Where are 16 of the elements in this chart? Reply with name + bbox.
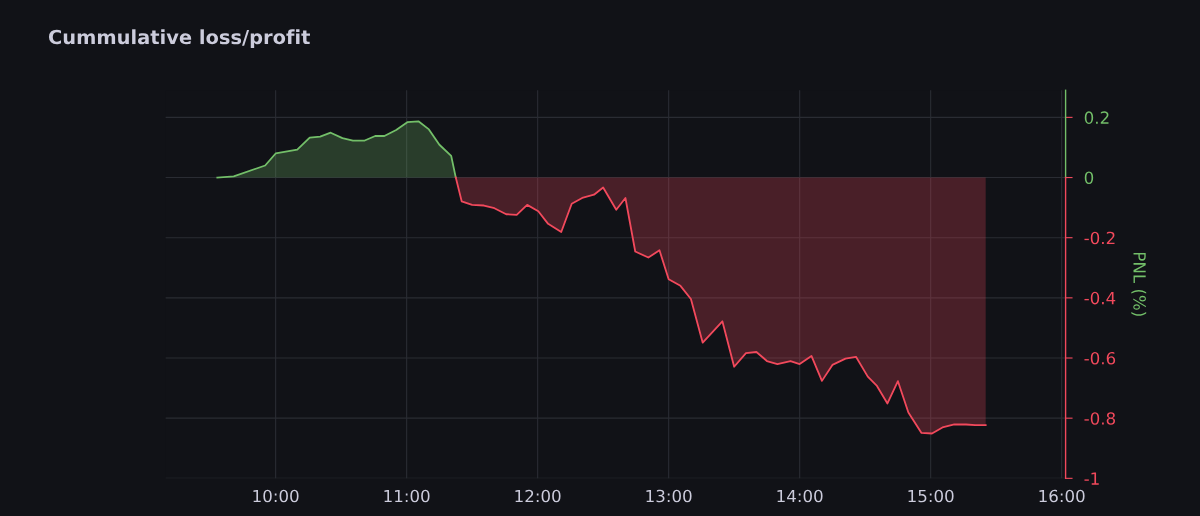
y2-tick-label: -0.8 bbox=[1084, 412, 1116, 425]
y2-tick-label: 0.2 bbox=[1084, 111, 1109, 124]
y2-axis-title: PNL (%) bbox=[1131, 252, 1147, 316]
x-tick-label: 12:00 bbox=[515, 489, 561, 503]
x-tick-label: 16:00 bbox=[1039, 489, 1085, 503]
y2-tick-label: 0 bbox=[1084, 171, 1094, 185]
x-tick-label: 14:00 bbox=[777, 489, 823, 503]
x-tick-label: 15:00 bbox=[908, 489, 954, 503]
y2-tick-label: -0.4 bbox=[1084, 291, 1116, 305]
y2-tick-label: -1 bbox=[1084, 472, 1099, 485]
y2-tick-label: -0.2 bbox=[1084, 231, 1115, 245]
y2-tick-label: -0.6 bbox=[1084, 351, 1116, 365]
chart-title: Cummulative loss/profit bbox=[48, 29, 310, 49]
x-tick-label: 13:00 bbox=[646, 489, 692, 503]
x-tick-label: 10:00 bbox=[253, 489, 299, 503]
x-tick-label: 11:00 bbox=[384, 489, 430, 503]
